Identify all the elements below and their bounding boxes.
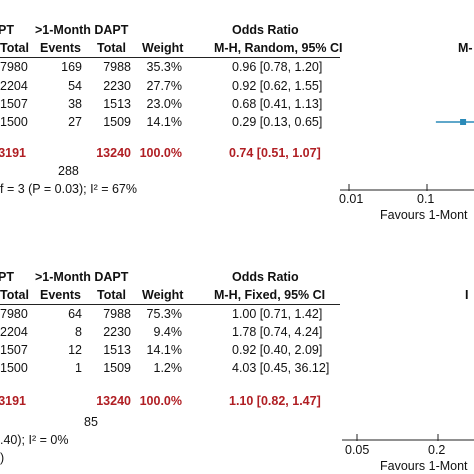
- table-cell: 9.4%: [153, 325, 183, 339]
- table-cell: 2230: [103, 325, 131, 339]
- col-weight: Weight: [142, 288, 184, 302]
- col-total2: Total: [97, 41, 126, 55]
- col-total2: Total: [97, 288, 126, 302]
- total-row-weight: 100.0%: [139, 394, 182, 408]
- table-cell: 1500: [0, 115, 28, 129]
- table-cell: 0.92 [0.40, 2.09]: [232, 343, 323, 357]
- table-cell: 2204: [0, 325, 28, 339]
- axis-tick-label: 0.01: [339, 192, 364, 206]
- table-cell: 14.1%: [146, 343, 182, 357]
- axis-top: [340, 184, 474, 191]
- total-row-total2: 13240: [96, 146, 131, 160]
- group2-header: >1-Month DAPT: [35, 23, 129, 37]
- header-rule: [0, 57, 340, 58]
- total-events: 85: [84, 415, 98, 429]
- plot-header-partial: I: [465, 288, 469, 302]
- table-cell: 1509: [103, 361, 131, 375]
- table-cell: 0.29 [0.13, 0.65]: [232, 115, 323, 129]
- group2-header: >1-Month DAPT: [35, 270, 129, 284]
- table-cell: 8: [75, 325, 82, 339]
- study-markers: [435, 119, 474, 125]
- table-cell: 0.68 [0.41, 1.13]: [232, 97, 323, 111]
- table-cell: 1.78 [0.74, 4.24]: [232, 325, 323, 339]
- total-row-total2: 13240: [96, 394, 131, 408]
- total-row-ci: 1.10 [0.82, 1.47]: [229, 394, 321, 408]
- study-marker: [460, 119, 467, 125]
- overall-effect-text: ): [0, 451, 5, 465]
- odds-ratio-header: Odds Ratio: [232, 270, 299, 284]
- col-events2: Events: [40, 41, 81, 55]
- table-cell: 27: [68, 115, 82, 129]
- table-cell: 1507: [0, 343, 28, 357]
- table-cell: 64: [68, 307, 82, 321]
- group1-header: PT: [0, 23, 14, 37]
- total-row-weight: 100.0%: [139, 146, 182, 160]
- table-cell: 169: [61, 60, 82, 74]
- group1-header: PT: [0, 270, 14, 284]
- table-cell: 1513: [103, 97, 131, 111]
- table-cell: 75.3%: [146, 307, 182, 321]
- table-cell: 0.92 [0.62, 1.55]: [232, 79, 323, 93]
- favours-label: Favours 1-Mont: [380, 208, 468, 222]
- table-cell: 1507: [0, 97, 28, 111]
- table-cell: 1500: [0, 361, 28, 375]
- table-cell: 14.1%: [146, 115, 182, 129]
- table-cell: 7980: [0, 307, 28, 321]
- table-cell: 1: [75, 361, 82, 375]
- table-cell: 1.00 [0.71, 1.42]: [232, 307, 323, 321]
- table-cell: 23.0%: [146, 97, 182, 111]
- total-row-total1: 3191: [0, 146, 26, 160]
- table-cell: 2204: [0, 79, 28, 93]
- plot-header-partial: M-: [458, 41, 473, 55]
- odds-ratio-header: Odds Ratio: [232, 23, 299, 37]
- col-weight: Weight: [142, 41, 184, 55]
- table-cell: 1509: [103, 115, 131, 129]
- favours-label: Favours 1-Mont: [380, 459, 468, 473]
- table-cell: 54: [68, 79, 82, 93]
- col-events2: Events: [40, 288, 81, 302]
- total-events: 288: [58, 164, 79, 178]
- heterogeneity-text: .40); I² = 0%: [0, 433, 69, 447]
- total-row-total1: 3191: [0, 394, 26, 408]
- axis-tick-label: 0.1: [417, 192, 435, 206]
- table-cell: 38: [68, 97, 82, 111]
- col-total1: Total: [0, 288, 29, 302]
- table-cell: 12: [68, 343, 82, 357]
- axis-tick-label: 0.2: [428, 443, 446, 457]
- table-cell: 7988: [103, 307, 131, 321]
- table-cell: 1513: [103, 343, 131, 357]
- table-cell: 7980: [0, 60, 28, 74]
- table-cell: 0.96 [0.78, 1.20]: [232, 60, 323, 74]
- table-cell: 1.2%: [153, 361, 183, 375]
- axis-bottom: [342, 434, 474, 441]
- total-row-ci: 0.74 [0.51, 1.07]: [229, 146, 321, 160]
- header-rule: [0, 304, 340, 305]
- table-cell: 35.3%: [146, 60, 182, 74]
- table-cell: 7988: [103, 60, 131, 74]
- col-total1: Total: [0, 41, 29, 55]
- table-cell: 27.7%: [146, 79, 182, 93]
- heterogeneity-text: f = 3 (P = 0.03); I² = 67%: [0, 182, 137, 196]
- table-cell: 2230: [103, 79, 131, 93]
- col-ci: M-H, Random, 95% CI: [214, 41, 343, 55]
- table-cell: 4.03 [0.45, 36.12]: [232, 361, 330, 375]
- axis-tick-label: 0.05: [345, 443, 370, 457]
- col-ci: M-H, Fixed, 95% CI: [214, 288, 326, 302]
